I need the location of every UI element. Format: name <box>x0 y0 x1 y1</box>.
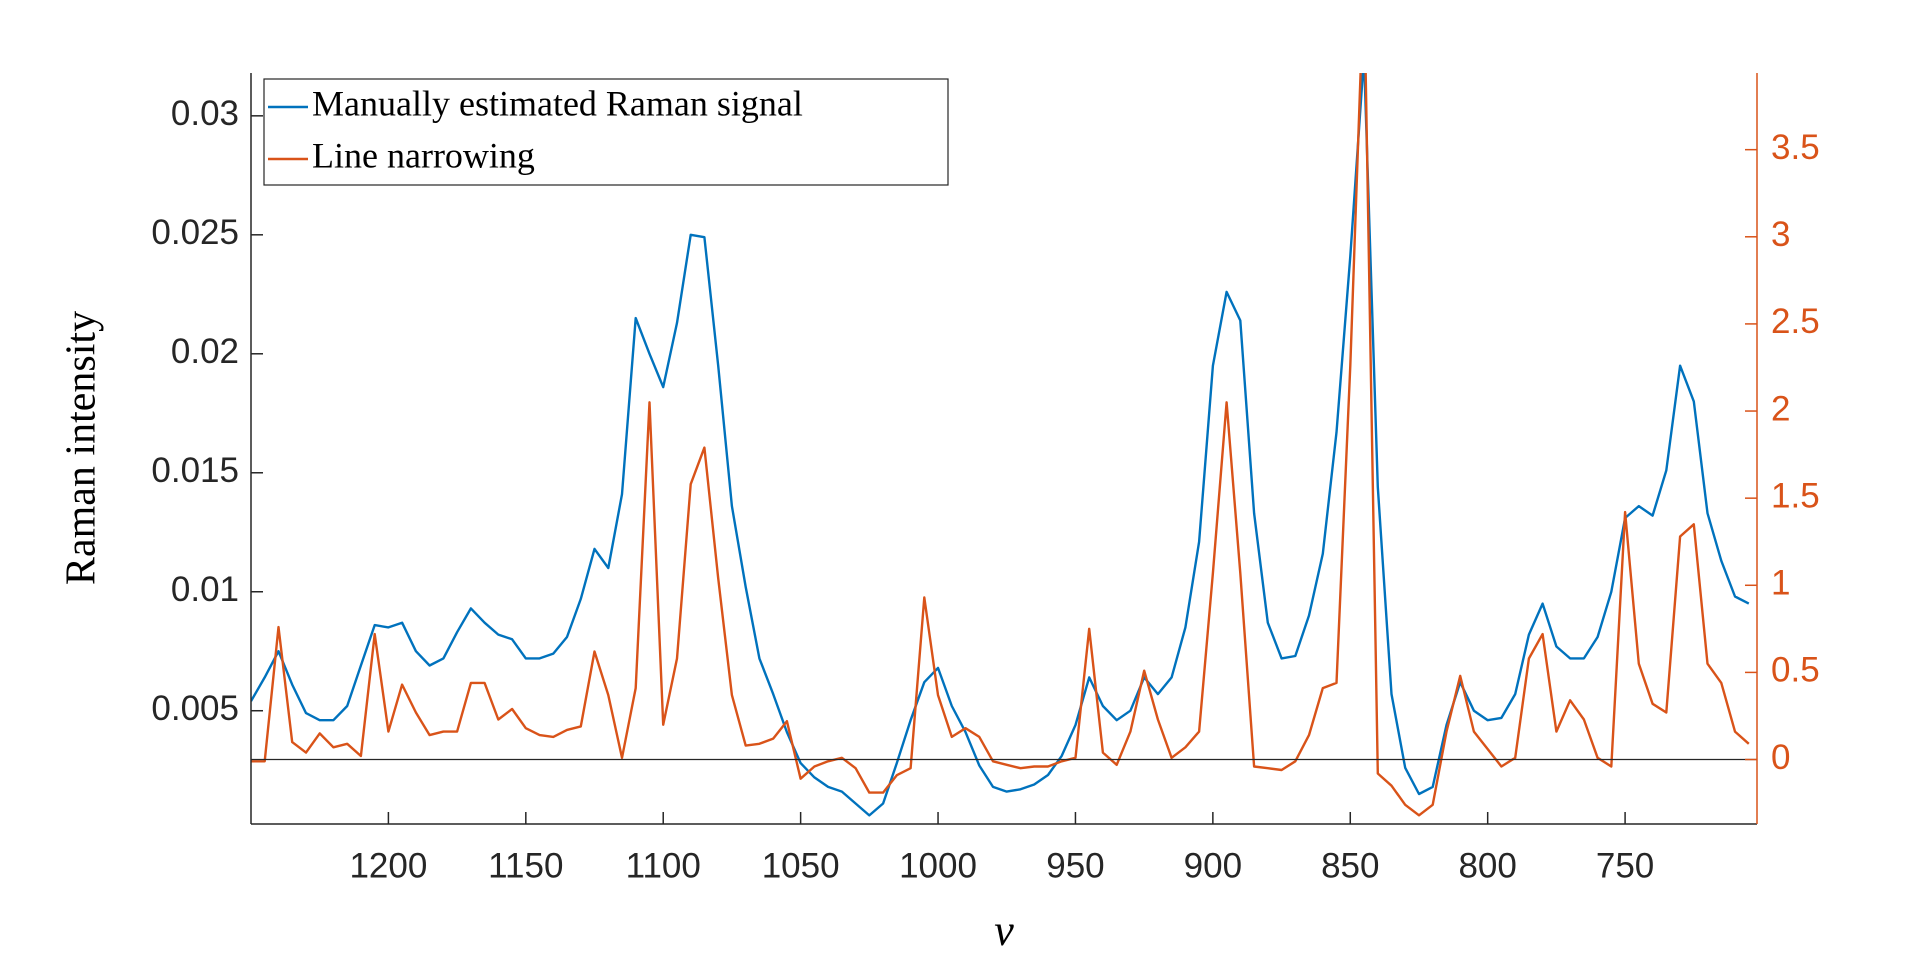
legend-box <box>263 78 949 186</box>
y2-tick-label: 2 <box>1771 389 1790 428</box>
x-tick-label: 1200 <box>349 846 427 885</box>
x-tick-label: 750 <box>1596 846 1654 885</box>
data-line <box>251 73 1750 817</box>
y-tick-label: 0.005 <box>151 689 239 728</box>
x-axis-label: ν <box>994 906 1014 955</box>
y-tick-label: 0.025 <box>151 213 239 252</box>
x-tick-label: 1000 <box>899 846 977 885</box>
y2-tick-label: 0 <box>1771 738 1790 777</box>
y2-tick-label: 2.5 <box>1771 302 1820 341</box>
y-tick-label: 0.02 <box>171 332 239 371</box>
y2-tick-label: 1 <box>1771 564 1790 603</box>
y2-tick-label: 0.5 <box>1771 651 1820 690</box>
y-axis-label: Raman intensity <box>59 311 105 585</box>
data-line <box>251 73 1750 817</box>
y-tick-label: 0.01 <box>171 570 239 609</box>
x-tick-label: 850 <box>1321 846 1379 885</box>
y2-tick-label: 3 <box>1771 215 1790 254</box>
plot-area <box>251 73 1750 817</box>
x-tick-label: 1150 <box>488 846 563 885</box>
y-tick-label: 0.015 <box>151 451 239 490</box>
legend-label: Line narrowing <box>312 135 535 175</box>
x-tick-label: 950 <box>1046 846 1104 885</box>
y-tick-label: 0.03 <box>171 94 239 133</box>
y2-tick-label: 3.5 <box>1771 128 1820 167</box>
y2-tick-label: 1.5 <box>1771 476 1820 515</box>
x-tick-label: 800 <box>1458 846 1516 885</box>
legend-label: Manually estimated Raman signal <box>312 83 803 123</box>
x-tick-label: 900 <box>1184 846 1242 885</box>
x-tick-label: 1100 <box>626 846 701 885</box>
x-tick-label: 1050 <box>762 846 840 885</box>
